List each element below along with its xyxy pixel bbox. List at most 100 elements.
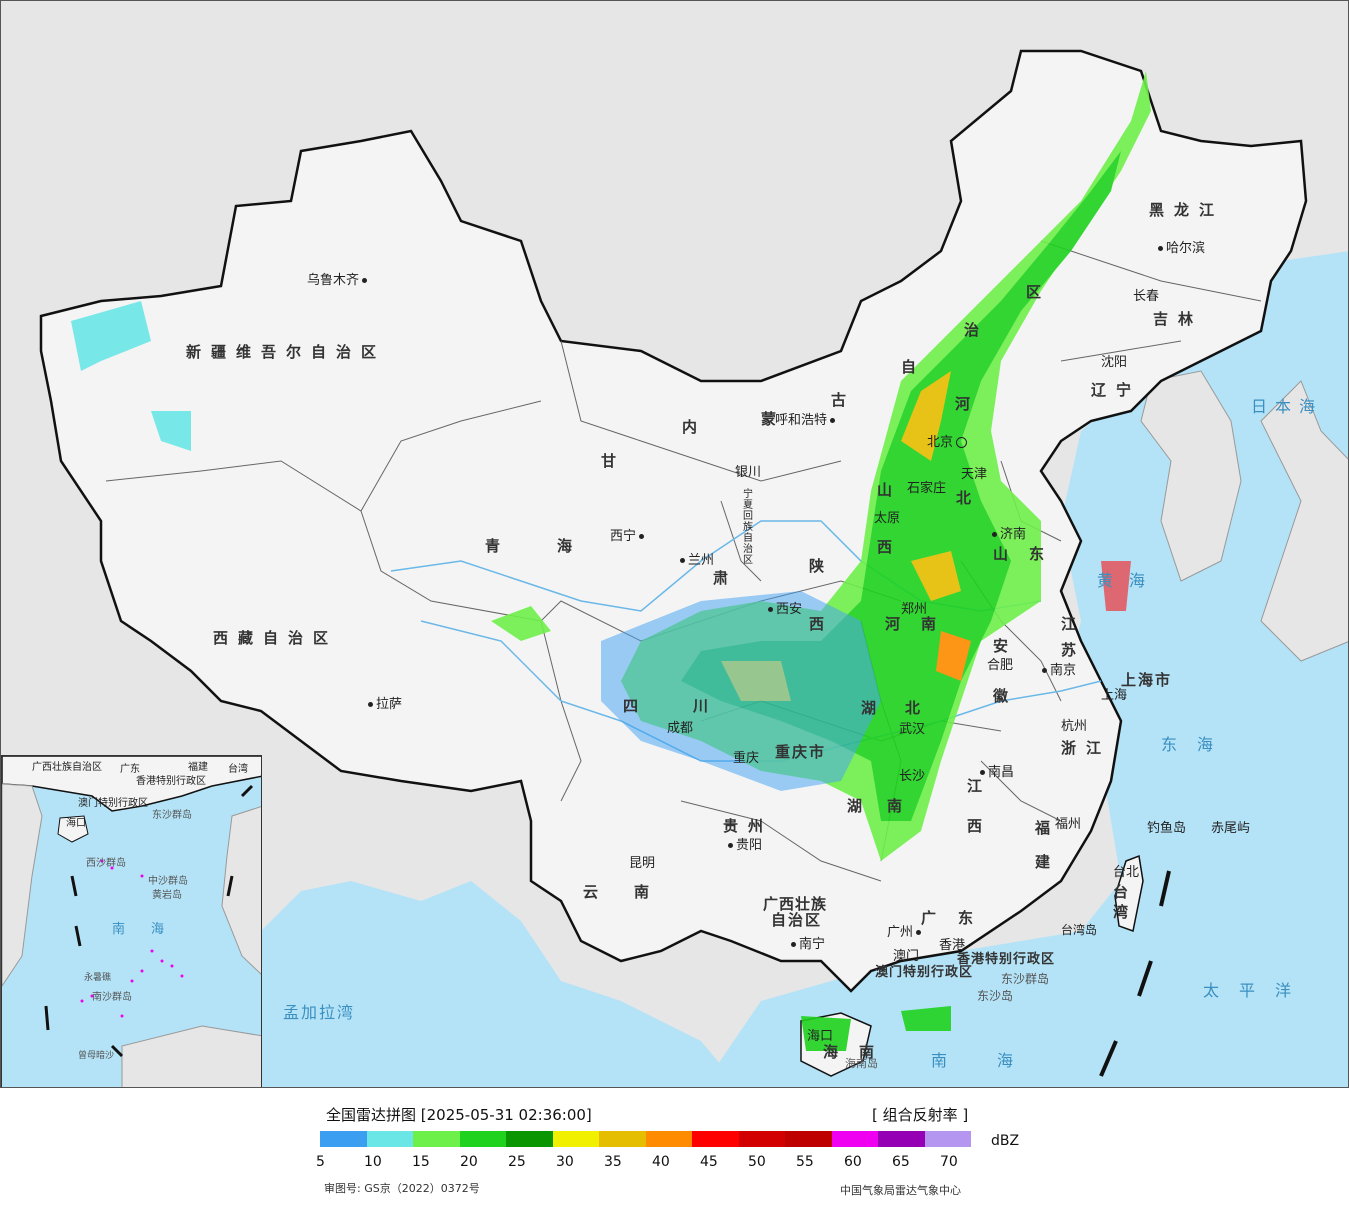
province-label-taiwan-2: 湾 [1113,903,1139,921]
china-land [39,49,1308,993]
province-label-liaoning: 辽宁 [1091,381,1142,399]
city-label-guangzhou: 广州 [887,925,914,940]
sea-label-yellow: 黄海 [1097,571,1162,590]
province-label-neimenggu-4: 自 [901,358,927,376]
inset-label-macao: 澳门特别行政区 [78,798,148,809]
city-marker [728,843,733,848]
color-bar-tick-label: 5 [316,1154,325,1170]
city-marker [916,930,922,935]
city-marker [791,942,796,947]
province-label-shaanxi-1: 陕 [809,557,835,575]
province-label-chongqing: 重庆市 [775,743,827,761]
province-label-jiangxi-2: 西 [967,817,993,835]
inset-label-hk: 香港特别行政区 [136,776,206,787]
city-marker [768,607,773,612]
city-label-hongkong-city: 香港 [939,938,966,953]
color-bar-tick-label: 60 [844,1154,862,1170]
city-marker [1158,246,1163,251]
sea-label-bengal: 孟加拉湾 [283,1003,356,1022]
province-label-shandong-2: 东 [1029,545,1055,563]
city-label-yinchuan: 银川 [735,465,762,480]
inset-label-guangxi: 广西壮族自治区 [32,762,102,773]
color-bar-tick-label: 15 [412,1154,430,1170]
color-bar-swatch [320,1131,367,1147]
province-label-jilin: 吉林 [1153,310,1204,328]
province-label-shanxi-2: 西 [877,538,903,556]
city-label-chongqing-city: 重庆 [733,751,760,766]
color-bar-tick-label: 40 [652,1154,670,1170]
city-label-shijiazhuang: 石家庄 [907,481,947,496]
city-label-taiyuan: 太原 [874,511,901,526]
province-label-hubei-2: 北 [905,699,931,717]
province-label-anhui-2: 徽 [993,687,1019,705]
capital-icon [956,437,968,448]
color-bar [320,1131,971,1147]
place-label-dongsha: 东沙岛 [977,989,1014,1003]
color-bar-swatch [878,1131,925,1147]
province-label-hunan-2: 南 [887,797,913,815]
inset-label-taiwan: 台湾 [228,764,248,775]
city-label-changchun: 长春 [1133,289,1160,304]
inset-label-nansha: 南沙群岛 [92,992,132,1003]
sea-label-south: 南海 [931,1051,1064,1070]
nine-dash-segments [1099,870,1171,1077]
taiwan-land [1114,854,1144,932]
city-marker [830,418,836,423]
city-marker [368,702,373,707]
korea-land [1140,370,1242,582]
city-marker [1042,668,1047,673]
radar-echoes [71,71,1151,1051]
city-marker [980,770,985,775]
province-label-shaanxi-2: 西 [809,615,835,633]
city-label-urumqi: 乌鲁木齐 [307,273,360,288]
province-label-sichuan-2: 川 [693,697,719,715]
province-label-heilongjiang: 黑龙江 [1149,201,1225,219]
color-bar-swatch [738,1131,785,1147]
province-label-macao: 澳门特别行政区 [875,965,974,980]
color-bar-tick-label: 55 [796,1154,814,1170]
city-label-nanchang: 南昌 [988,765,1015,780]
inset-label-hainan: 海口 [66,818,86,829]
radar-map: 新疆维吾尔自治区 西藏自治区 青 海 甘 肃 内 蒙 古 自 治 区 黑龙江 吉… [0,0,1349,1088]
color-bar-swatch [785,1131,832,1147]
province-label-anhui-1: 安 [993,637,1019,655]
inset-borneo [121,1025,261,1087]
city-marker [680,558,685,563]
sea-label-east: 东海 [1161,735,1234,754]
city-label-changsha: 长沙 [899,769,926,784]
inset-label-xisha: 西沙群岛 [86,858,126,869]
province-label-jiangsu-1: 江 [1061,615,1087,633]
legend-panel [0,1088,1349,1208]
city-marker [362,278,368,283]
province-label-neimenggu-2: 蒙 [761,410,787,428]
approval-number: 审图号: GS京（2022）0372号 [324,1182,480,1195]
inset-label-guangdong: 广东 [120,764,140,775]
province-label-hongkong: 香港特别行政区 [957,952,1056,967]
province-label-neimenggu-1: 内 [682,418,708,436]
color-bar-swatch [366,1131,413,1147]
sea-label-pacific: 太平洋 [1203,981,1312,1000]
place-label-taiwan-island: 台湾岛 [1061,923,1098,937]
city-label-hangzhou: 杭州 [1061,719,1088,734]
province-label-neimenggu-5: 治 [964,321,990,339]
color-bar-tick-label: 45 [700,1154,718,1170]
province-label-neimenggu-3: 古 [831,391,857,409]
province-label-shanghai: 上海市 [1121,671,1173,689]
city-label-hefei: 合肥 [987,658,1014,673]
city-label-fuzhou: 福州 [1055,817,1082,832]
inset-label-yongshu: 永暑礁 [84,973,112,983]
city-marker [992,532,997,537]
city-label-zhengzhou: 郑州 [901,602,928,617]
color-bar-tick-label: 65 [892,1154,910,1170]
inset-islands [80,859,184,1018]
city-label-shanghai-city: 上海 [1101,688,1128,703]
province-label-hebei-2: 北 [956,489,982,507]
province-label-gansu-2: 肃 [713,569,739,587]
sea-label-japan: 日本海 [1251,397,1324,416]
legend-unit: dBZ [991,1133,1020,1149]
japan-land [1260,380,1348,662]
agency-name: 中国气象局雷达气象中心 [840,1184,961,1197]
province-label-jiangsu-2: 苏 [1061,641,1087,659]
province-label-sichuan-1: 四 [623,697,649,715]
city-label-hohhot: 呼和浩特 [775,413,828,428]
